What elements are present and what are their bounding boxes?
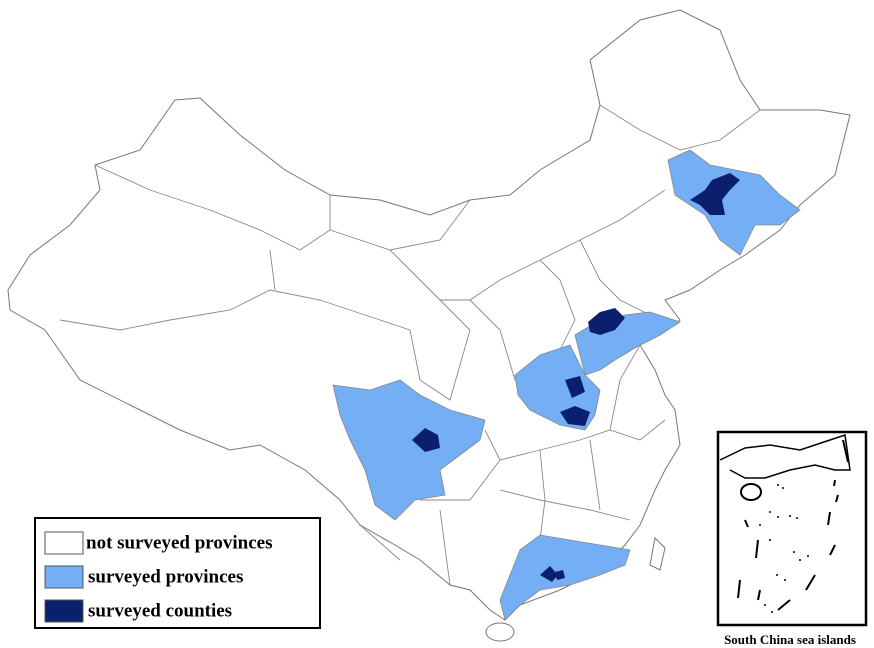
county	[588, 308, 625, 335]
legend-label: surveyed provinces	[88, 566, 243, 587]
legend-swatch	[44, 599, 84, 623]
inset-caption: South China sea islands	[724, 632, 856, 647]
legend-swatch	[44, 565, 84, 589]
province	[667, 149, 801, 256]
province	[499, 534, 631, 621]
province	[332, 379, 486, 521]
legend-swatch	[44, 531, 84, 555]
province-borders	[59, 104, 761, 586]
county	[690, 173, 740, 215]
islands	[485, 536, 666, 642]
legend: not surveyed provinces surveyed provinces…	[34, 517, 321, 629]
legend-label: surveyed counties	[88, 600, 232, 621]
county	[560, 406, 590, 426]
inset-map: South China sea islands	[716, 430, 868, 647]
county	[540, 566, 558, 582]
county	[412, 428, 440, 452]
legend-label: not surveyed provinces	[86, 532, 272, 553]
county	[555, 570, 565, 580]
county	[565, 376, 585, 398]
country-outline	[7, 9, 851, 621]
surveyed-counties	[412, 173, 740, 582]
